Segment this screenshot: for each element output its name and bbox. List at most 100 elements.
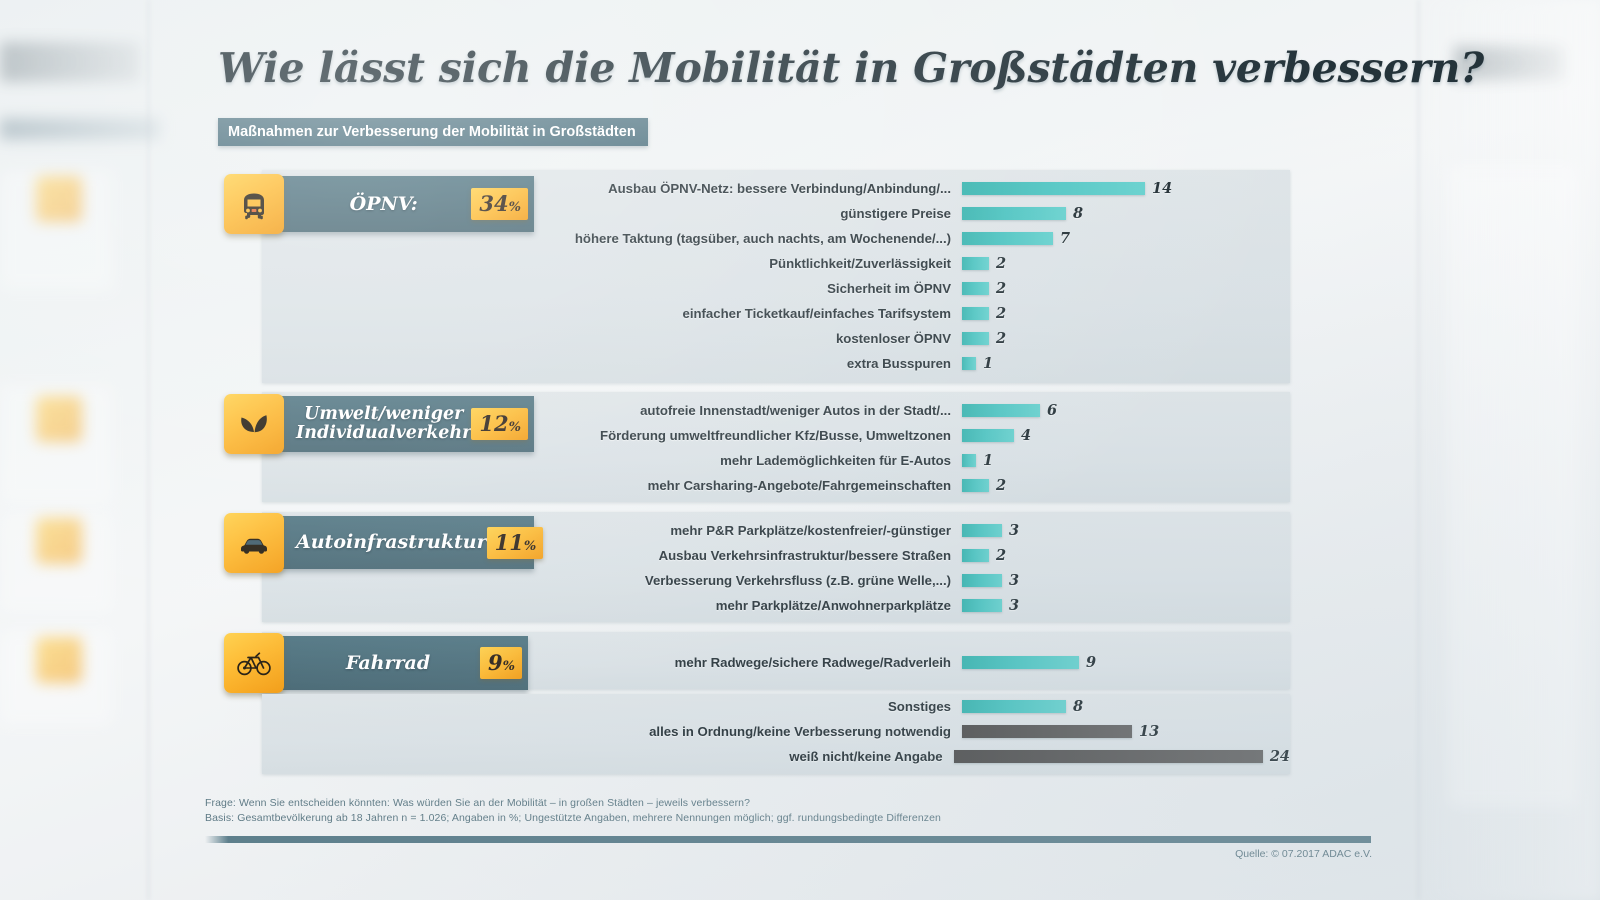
bar-row[interactable]: kostenloser ÖPNV 2: [262, 326, 1290, 351]
bar-value: 14: [1152, 180, 1173, 197]
bar-row[interactable]: mehr P&R Parkplätze/kostenfreier/-günsti…: [262, 518, 1290, 543]
bar-label: weiß nicht/keine Angabe: [789, 749, 943, 764]
bar-value: 24: [1269, 748, 1290, 765]
bar-row[interactable]: mehr Parkplätze/Anwohnerparkplätze 3: [262, 593, 1290, 618]
background-blur-left-tile-1: [36, 176, 82, 222]
category-header-autoinfrastruktur[interactable]: Autoinfrastruktur 11%: [224, 512, 544, 573]
bar-value: 2: [996, 280, 1007, 297]
category-percent-umwelt: 12%: [471, 408, 528, 440]
background-blur-left-tile-4: [36, 637, 82, 683]
bar-value: 9: [1086, 654, 1097, 671]
bar-label: Sonstiges: [887, 699, 951, 714]
bar-fill: [953, 750, 1263, 763]
bar-label: günstigere Preise: [840, 206, 951, 221]
bar-row[interactable]: autofreie Innenstadt/weniger Autos in de…: [262, 398, 1290, 423]
category-percent-autoinfrastruktur: 11%: [486, 526, 544, 559]
bar-row[interactable]: Verbesserung Verkehrsfluss (z.B. grüne W…: [262, 568, 1290, 593]
bar-fill: [962, 307, 989, 320]
bar-value: 1: [983, 452, 994, 469]
bar-row[interactable]: mehr Radwege/sichere Radwege/Radverleih …: [262, 650, 1290, 675]
bar-row[interactable]: alles in Ordnung/keine Verbesserung notw…: [262, 719, 1290, 744]
bar-fill: [962, 725, 1132, 738]
page-title: Wie lässt sich die Mobilität in Großstäd…: [218, 44, 1485, 92]
bar-label: mehr Lademöglichkeiten für E-Autos: [720, 453, 951, 468]
category-percent-unit-autoinfrastruktur: %: [523, 538, 537, 554]
car-icon: [224, 512, 284, 573]
bar-value: 1: [983, 355, 994, 372]
background-blur-left-tile-3: [36, 518, 82, 564]
footnote-question: Frage: Wenn Sie entscheiden könnten: Was…: [205, 797, 751, 809]
bar-fill: [962, 574, 1002, 587]
category-percent-unit-fahrrad: %: [502, 659, 515, 674]
bar-label: Sicherheit im ÖPNV: [827, 281, 951, 296]
bar-label: Ausbau Verkehrsinfrastruktur/bessere Str…: [658, 548, 951, 563]
bar-value: 2: [996, 330, 1007, 347]
bar-value: 3: [1009, 597, 1020, 614]
bar-fill: [962, 429, 1014, 442]
bar-label: Verbesserung Verkehrsfluss (z.B. grüne W…: [644, 573, 951, 588]
bar-fill: [962, 479, 989, 492]
bar-row[interactable]: einfacher Ticketkauf/einfaches Tarifsyst…: [262, 301, 1290, 326]
category-percent-fahrrad: 9%: [480, 647, 522, 679]
background-blur-left-bar: [0, 118, 160, 140]
bar-label: autofreie Innenstadt/weniger Autos in de…: [640, 403, 951, 418]
bar-fill: [962, 182, 1145, 195]
bar-value: 2: [996, 305, 1007, 322]
bar-fill: [962, 232, 1053, 245]
category-percent-value-umwelt: 12: [479, 411, 509, 436]
category-percent-value-autoinfrastruktur: 11: [494, 529, 524, 555]
bar-row[interactable]: mehr Lademöglichkeiten für E-Autos 1: [262, 448, 1290, 473]
bar-label: mehr Radwege/sichere Radwege/Radverleih: [674, 655, 951, 670]
bar-fill: [962, 332, 989, 345]
bar-row[interactable]: höhere Taktung (tagsüber, auch nachts, a…: [262, 226, 1290, 251]
bar-row[interactable]: Ausbau ÖPNV-Netz: bessere Verbindung/Anb…: [262, 176, 1290, 201]
bar-value: 3: [1009, 572, 1020, 589]
bar-value: 2: [996, 547, 1007, 564]
category-label-oepnv: ÖPNV:: [349, 192, 418, 215]
bar-label: Ausbau ÖPNV-Netz: bessere Verbindung/Anb…: [608, 181, 951, 196]
bar-fill: [962, 404, 1040, 417]
subtitle-banner: Maßnahmen zur Verbesserung der Mobilität…: [218, 118, 648, 146]
bar-fill: [962, 282, 989, 295]
category-header-umwelt[interactable]: Umwelt/weniger Individualverkehr 12%: [224, 394, 534, 454]
category-percent-value-oepnv: 34: [479, 191, 509, 216]
bar-row[interactable]: weiß nicht/keine Angabe 24: [262, 744, 1290, 769]
bicycle-icon: [224, 633, 284, 693]
bar-label: alles in Ordnung/keine Verbesserung notw…: [649, 724, 951, 739]
bar-fill: [962, 700, 1066, 713]
bar-label: mehr Parkplätze/Anwohnerparkplätze: [715, 598, 951, 613]
category-header-fahrrad[interactable]: Fahrrad 9%: [224, 633, 528, 693]
bar-label: Förderung umweltfreundlicher Kfz/Busse, …: [600, 428, 951, 443]
background-blur-right-column: [1420, 0, 1600, 900]
bar-fill: [962, 207, 1066, 220]
background-blur-left-tile-2: [36, 396, 82, 442]
background-blur-left-title: [0, 42, 140, 82]
footer-rule: [205, 836, 1371, 843]
bar-row[interactable]: Sicherheit im ÖPNV 2: [262, 276, 1290, 301]
bar-row[interactable]: Förderung umweltfreundlicher Kfz/Busse, …: [262, 423, 1290, 448]
bar-label: einfacher Ticketkauf/einfaches Tarifsyst…: [682, 306, 951, 321]
category-label-umwelt: Umwelt/weniger Individualverkehr: [262, 405, 471, 442]
bar-value: 13: [1139, 723, 1160, 740]
bar-row[interactable]: mehr Carsharing-Angebote/Fahrgemeinschaf…: [262, 473, 1290, 498]
background-divider-left: [148, 0, 149, 900]
bar-value: 3: [1009, 522, 1020, 539]
bar-fill: [962, 257, 989, 270]
bar-label: höhere Taktung (tagsüber, auch nachts, a…: [574, 231, 951, 246]
bus-icon: [224, 174, 284, 234]
bar-row[interactable]: Ausbau Verkehrsinfrastruktur/bessere Str…: [262, 543, 1290, 568]
bar-fill: [962, 599, 1002, 612]
bar-row[interactable]: Pünktlichkeit/Zuverlässigkeit 2: [262, 251, 1290, 276]
bar-label: extra Busspuren: [846, 356, 951, 371]
bar-row[interactable]: Sonstiges 8: [262, 694, 1290, 719]
bar-label: kostenloser ÖPNV: [835, 331, 951, 346]
bar-value: 4: [1021, 427, 1032, 444]
bar-row[interactable]: extra Busspuren 1: [262, 351, 1290, 376]
bar-row[interactable]: günstigere Preise 8: [262, 201, 1290, 226]
bar-fill: [962, 656, 1079, 669]
category-header-oepnv[interactable]: ÖPNV: 34%: [224, 174, 534, 234]
category-label-fahrrad: Fahrrad: [345, 651, 431, 674]
category-percent-value-fahrrad: 9: [488, 650, 503, 675]
footnote-basis: Basis: Gesamtbevölkerung ab 18 Jahren n …: [205, 812, 941, 824]
